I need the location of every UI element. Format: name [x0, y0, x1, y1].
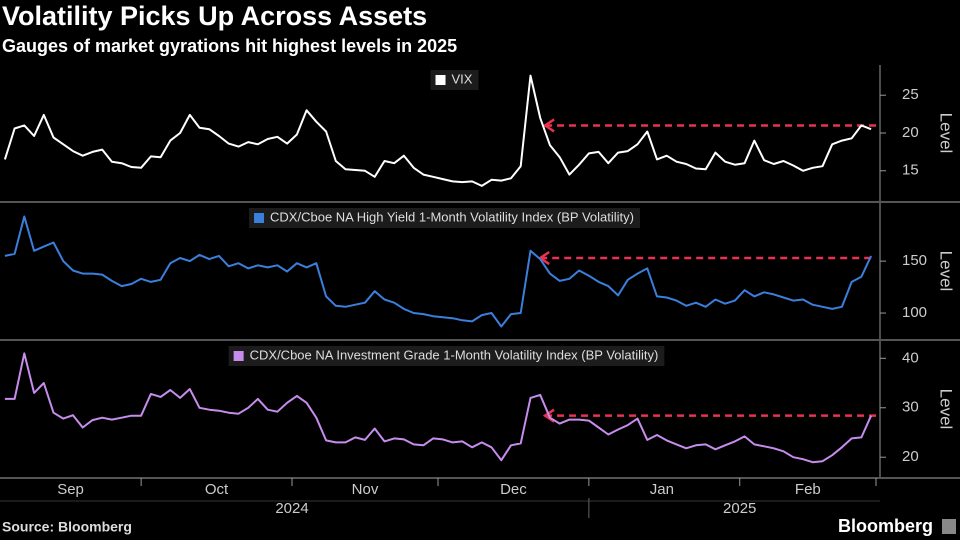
legend: VIX: [430, 70, 479, 90]
x-tick-label: Oct: [205, 481, 229, 498]
series-line: [3, 74, 872, 187]
brand: Bloomberg: [838, 516, 933, 536]
y-tick-label: 20: [902, 124, 919, 141]
series-line: [4, 215, 873, 328]
legend-background: [228, 346, 665, 366]
legend-swatch: [254, 213, 265, 223]
legend-label: VIX: [452, 71, 473, 86]
brand-icon: [942, 519, 956, 534]
source: Source: Bloomberg: [2, 519, 132, 535]
y-tick-label: 150: [902, 252, 927, 269]
legend-label: CDX/Cboe NA Investment Grade 1-Month Vol…: [250, 347, 659, 362]
x-tick-label: Jan: [650, 481, 674, 498]
legend-label: CDX/Cboe NA High Yield 1-Month Volatilit…: [270, 209, 634, 224]
series-line: [4, 352, 873, 464]
y-axis-label: Level: [937, 113, 956, 154]
y-tick-label: 30: [902, 399, 919, 416]
x-tick-label: Sep: [57, 481, 84, 498]
legend: CDX/Cboe NA High Yield 1-Month Volatilit…: [249, 208, 640, 228]
y-axis-label: Level: [937, 251, 956, 292]
y-axis-label: Level: [937, 389, 956, 430]
chart-subtitle: Gauges of market gyrations hit highest l…: [2, 36, 457, 56]
y-tick-label: 25: [902, 86, 919, 103]
legend-swatch: [233, 351, 244, 361]
year-label: 2024: [275, 500, 308, 517]
legend-swatch: [435, 75, 446, 85]
legend-background: [249, 208, 640, 228]
y-tick-label: 20: [902, 448, 919, 465]
x-tick-label: Feb: [795, 481, 821, 498]
legend: CDX/Cboe NA Investment Grade 1-Month Vol…: [228, 346, 665, 366]
y-tick-label: 100: [902, 304, 927, 321]
y-tick-label: 15: [902, 162, 919, 179]
y-tick-label: 40: [902, 349, 919, 366]
year-label: 2025: [723, 500, 756, 517]
reference-arrow: [542, 408, 555, 423]
x-tick-label: Nov: [352, 481, 379, 498]
reference-arrow: [542, 118, 555, 133]
x-tick-label: Dec: [500, 481, 527, 498]
chart-title: Volatility Picks Up Across Assets: [2, 1, 427, 31]
